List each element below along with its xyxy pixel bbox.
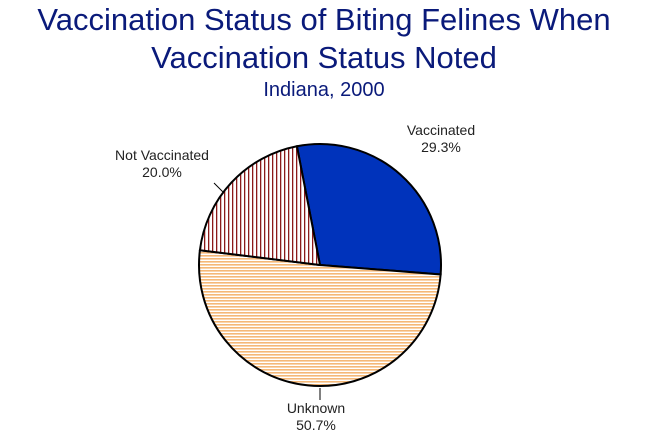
leader-line xyxy=(213,182,225,194)
slice-name-label: Vaccinated xyxy=(407,122,475,138)
pie-slice-vaccinated xyxy=(295,143,442,276)
pie-slice-unknown xyxy=(198,249,442,388)
chart-subtitle: Indiana, 2000 xyxy=(263,79,385,101)
pie-slice-not-vaccinated xyxy=(198,145,322,267)
slice-value-label: 29.3% xyxy=(421,139,461,155)
slice-name-label: Unknown xyxy=(287,400,345,416)
slice-value-label: 20.0% xyxy=(142,164,182,180)
slice-value-label: 50.7% xyxy=(296,417,336,433)
chart-title-line-2: Vaccination Status Noted xyxy=(151,40,497,75)
slice-name-label: Not Vaccinated xyxy=(115,147,209,163)
chart-title-line-1: Vaccination Status of Biting Felines Whe… xyxy=(37,2,611,37)
